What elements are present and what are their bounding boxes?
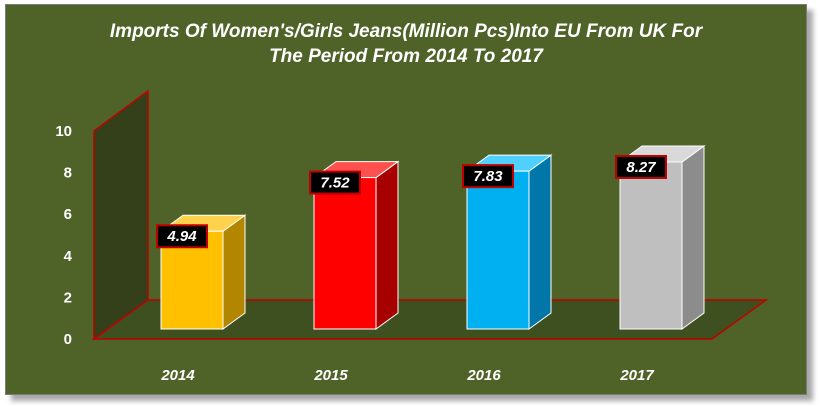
bar-side (375, 160, 399, 330)
data-label-box (156, 224, 208, 249)
chart-back-wall (93, 89, 149, 341)
bar-2015: 7.52 (309, 160, 400, 330)
y-axis-ticks: 0 2 4 6 8 10 (55, 123, 72, 348)
data-label: 4.94 (166, 228, 197, 245)
bar-front (466, 170, 530, 330)
y-tick-label: 2 (64, 289, 72, 306)
bars: 4.94 7.52 7.83 8.27 (156, 145, 706, 330)
chart-title-line2: The Period From 2014 To 2017 (269, 46, 543, 67)
data-label: 8.27 (626, 159, 656, 176)
bar-2017: 8.27 (615, 145, 706, 330)
data-label-box (462, 164, 514, 189)
x-category-label: 2016 (466, 367, 501, 384)
x-axis-categories: 2014 2015 2016 2017 (160, 367, 654, 384)
bar-side (222, 214, 246, 330)
x-category-label: 2014 (160, 367, 195, 384)
chart-frame: Imports Of Women's/Girls Jeans(Million P… (5, 4, 807, 395)
x-category-label: 2015 (313, 367, 348, 384)
data-label-box (615, 154, 667, 179)
x-category-label: 2017 (619, 367, 654, 384)
chart-floor (91, 299, 769, 340)
chart-title: Imports Of Women's/Girls Jeans(Million P… (6, 19, 806, 69)
bar-side (528, 154, 552, 330)
bar-side (681, 145, 705, 330)
bar-2016: 7.83 (462, 154, 553, 330)
bar-front (619, 161, 683, 330)
y-tick-label: 10 (55, 123, 72, 140)
y-tick-label: 6 (64, 206, 72, 223)
chart-title-line1: Imports Of Women's/Girls Jeans(Million P… (109, 21, 703, 42)
bar-front (313, 177, 377, 330)
data-label: 7.52 (320, 175, 350, 192)
y-tick-label: 0 (64, 331, 72, 348)
y-tick-label: 4 (64, 248, 73, 265)
y-tick-label: 8 (64, 165, 72, 182)
data-label: 7.83 (473, 168, 503, 185)
bar-2014: 4.94 (156, 214, 247, 330)
data-label-box (309, 170, 361, 195)
